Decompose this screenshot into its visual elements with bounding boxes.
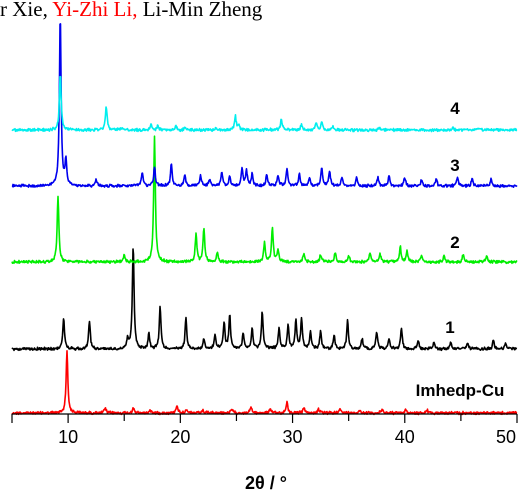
x-tick-label: 20	[170, 427, 190, 447]
trace-1	[11, 248, 518, 352]
series-label-2: 2	[450, 233, 459, 252]
x-tick-label: 50	[496, 427, 516, 447]
header-part-0: r Xie,	[0, 0, 53, 21]
trace-4	[11, 75, 518, 133]
author-header: r Xie, Yi-Zhi Li, Li-Min Zheng	[0, 0, 531, 30]
x-tick-label: 30	[283, 427, 303, 447]
series-label-4: 4	[450, 99, 460, 118]
series-label-imhedp-cu: Imhedp-Cu	[416, 381, 505, 400]
trace-2	[11, 135, 518, 265]
pattern-traces	[11, 23, 518, 416]
x-axis: 10 20 30 40 50	[11, 413, 518, 447]
x-tick-label: 40	[395, 427, 415, 447]
header-part-1: Yi-Zhi Li,	[52, 0, 143, 21]
trace-3	[11, 23, 518, 189]
trace-imhedp-cu	[11, 350, 518, 416]
header-part-2: Li-Min Zheng	[142, 0, 263, 21]
x-tick-label: 10	[58, 427, 78, 447]
x-axis-title: 2θ / °	[245, 473, 287, 493]
series-label-3: 3	[450, 156, 459, 175]
series-label-1: 1	[445, 318, 454, 337]
series-labels: Imhedp-Cu 1 2 3 4	[416, 99, 505, 400]
